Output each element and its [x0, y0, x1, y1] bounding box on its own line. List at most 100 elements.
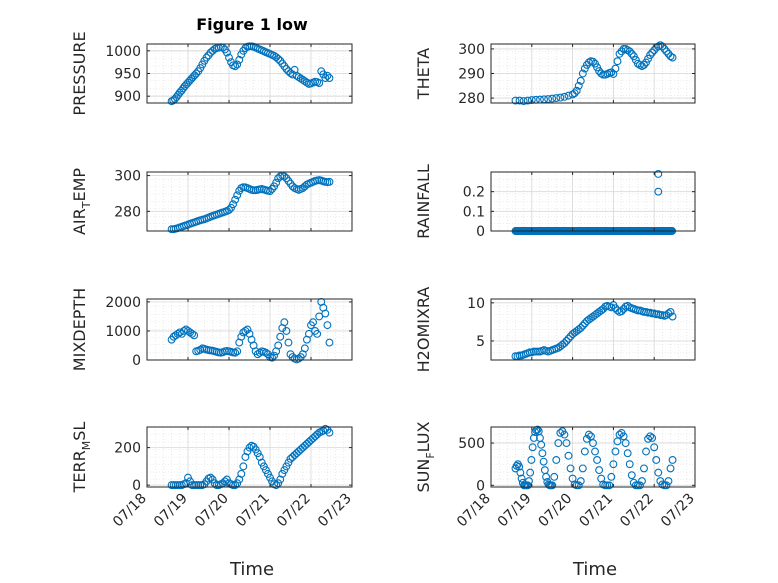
- data-point: [251, 445, 260, 454]
- data-point: [595, 466, 604, 475]
- data-point: [560, 92, 569, 101]
- data-point: [309, 318, 317, 327]
- data-point: [635, 481, 644, 490]
- data-point: [582, 434, 591, 443]
- data-point: [666, 464, 675, 473]
- y-tick-label: 200: [114, 441, 141, 457]
- data-point: [231, 62, 240, 71]
- data-point: [282, 327, 291, 335]
- data-point: [648, 434, 657, 442]
- data-point: [539, 457, 548, 466]
- data-point: [623, 301, 632, 310]
- data-point: [660, 44, 669, 53]
- x-tick-label: 07/19: [151, 491, 191, 531]
- data-point: [524, 477, 533, 486]
- data-point: [646, 51, 655, 60]
- data-point: [300, 441, 309, 450]
- data-point: [607, 472, 616, 481]
- data-point: [570, 89, 579, 98]
- axes-box: [146, 426, 353, 488]
- data-point: [542, 472, 551, 481]
- data-point: [572, 86, 581, 95]
- data-point: [272, 481, 281, 490]
- data-point: [621, 439, 630, 448]
- data-point: [611, 64, 620, 73]
- axes-box: [146, 298, 353, 361]
- data-point: [321, 309, 330, 318]
- data-point: [325, 428, 334, 437]
- data-point: [229, 200, 238, 209]
- data-point: [173, 481, 182, 490]
- subplot-air_temp: 280 300 AIRTEMP: [70, 168, 353, 235]
- data-point: [171, 481, 180, 490]
- data-point: [533, 425, 542, 434]
- data-point: [249, 186, 258, 195]
- data-point: [266, 473, 274, 482]
- y-axis-label: SUNFLUX: [414, 421, 437, 492]
- data-point: [566, 464, 575, 473]
- y-tick-label: 0: [132, 478, 141, 494]
- data-point: [264, 469, 272, 478]
- data-point: [607, 303, 616, 312]
- y-axis-label: PRESSURE: [70, 31, 89, 115]
- data-point: [664, 477, 673, 486]
- data-point: [243, 447, 252, 456]
- subplot-sun_flux: 0 500 07/18 07/19 07/20 07/21 07/22 07/23 SUNFLU…: [414, 421, 698, 530]
- y-tick-label: 290: [458, 67, 485, 83]
- data-point: [662, 481, 671, 490]
- y-tick-label: 500: [458, 436, 485, 452]
- data-point: [300, 182, 309, 191]
- data-point: [562, 336, 571, 345]
- y-axis-label: AIRTEMP: [70, 168, 93, 235]
- data-point: [266, 187, 274, 196]
- data-point: [192, 481, 201, 490]
- data-point: [231, 195, 240, 204]
- data-point: [668, 456, 677, 464]
- data-point: [280, 318, 289, 327]
- data-point: [668, 312, 677, 321]
- data-point: [552, 94, 561, 103]
- subplot-pressure: 900 950 1000 PRESSURE: [70, 31, 353, 116]
- data-point: [188, 481, 197, 490]
- data-point: [564, 451, 573, 460]
- data-point: [593, 456, 602, 464]
- subplot-terr_msl: 0 200 07/18 07/19 07/20 07/21 07/22 07/23 TERRMS…: [70, 422, 355, 531]
- data-point: [589, 57, 597, 66]
- data-point: [325, 177, 334, 186]
- data-point: [654, 170, 663, 178]
- y-tick-label: 0: [476, 478, 485, 494]
- x-tick-label: 07/18: [110, 491, 150, 531]
- data-point: [237, 332, 246, 341]
- data-point: [325, 338, 334, 347]
- data-point: [576, 76, 585, 85]
- data-point: [515, 96, 524, 105]
- x-tick-label: 07/21: [233, 491, 273, 531]
- data-point: [627, 471, 636, 480]
- data-point: [519, 97, 528, 105]
- x-tick-label: 07/20: [192, 491, 232, 531]
- data-point: [192, 69, 201, 78]
- data-point: [190, 481, 199, 490]
- data-point: [206, 473, 215, 482]
- y-tick-label: 10: [467, 296, 485, 312]
- data-point: [527, 456, 536, 464]
- subplot-theta: 280 290 300 THETA: [414, 41, 696, 107]
- y-tick-label: 280: [458, 91, 485, 107]
- subplot-mixdepth: 0 1000 2000 MIXDEPTH: [70, 288, 353, 371]
- data-point: [564, 334, 573, 343]
- data-point: [578, 464, 587, 473]
- data-point: [274, 55, 283, 63]
- data-point: [644, 434, 653, 443]
- data-point: [668, 53, 677, 62]
- data-point: [282, 462, 291, 471]
- data-point: [623, 449, 632, 458]
- data-point: [243, 325, 252, 334]
- data-point: [190, 331, 199, 340]
- data-point: [255, 348, 264, 357]
- data-point: [652, 310, 661, 319]
- data-point: [609, 70, 618, 78]
- data-point: [268, 353, 276, 362]
- data-point: [666, 52, 675, 61]
- data-point: [640, 60, 648, 69]
- data-point: [311, 432, 320, 441]
